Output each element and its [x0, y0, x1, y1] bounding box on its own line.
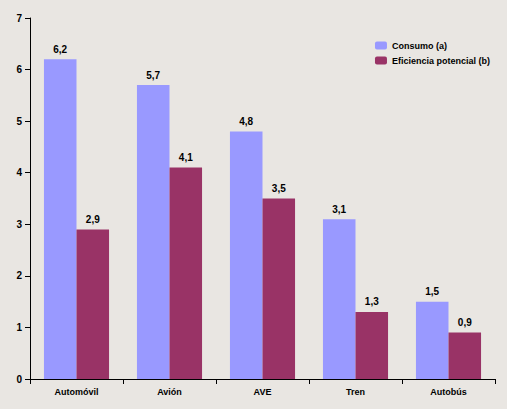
svg-text:3,1: 3,1 — [332, 204, 346, 215]
svg-text:6,2: 6,2 — [53, 44, 67, 55]
svg-text:7: 7 — [16, 13, 22, 24]
svg-text:AVE: AVE — [254, 387, 272, 397]
svg-text:4,8: 4,8 — [239, 116, 253, 127]
svg-text:1: 1 — [16, 322, 22, 333]
svg-text:2,9: 2,9 — [86, 214, 100, 225]
svg-text:5: 5 — [16, 116, 22, 127]
svg-text:Autobús: Autobús — [430, 387, 467, 397]
svg-text:4,1: 4,1 — [179, 152, 193, 163]
svg-text:2: 2 — [16, 270, 22, 281]
svg-text:5,7: 5,7 — [146, 70, 160, 81]
svg-text:Automóvil: Automóvil — [55, 387, 99, 397]
svg-text:4: 4 — [16, 167, 22, 178]
svg-text:6: 6 — [16, 64, 22, 75]
svg-text:Consumo (a): Consumo (a) — [392, 41, 447, 51]
svg-text:0: 0 — [16, 374, 22, 385]
svg-text:1,5: 1,5 — [425, 286, 439, 297]
svg-text:Tren: Tren — [346, 387, 365, 397]
svg-text:Eficiencia potencial (b): Eficiencia potencial (b) — [392, 56, 490, 66]
svg-text:3,5: 3,5 — [272, 183, 286, 194]
svg-text:0,9: 0,9 — [458, 317, 472, 328]
svg-text:3: 3 — [16, 219, 22, 230]
svg-text:1,3: 1,3 — [365, 296, 379, 307]
svg-text:Avión: Avión — [157, 387, 182, 397]
